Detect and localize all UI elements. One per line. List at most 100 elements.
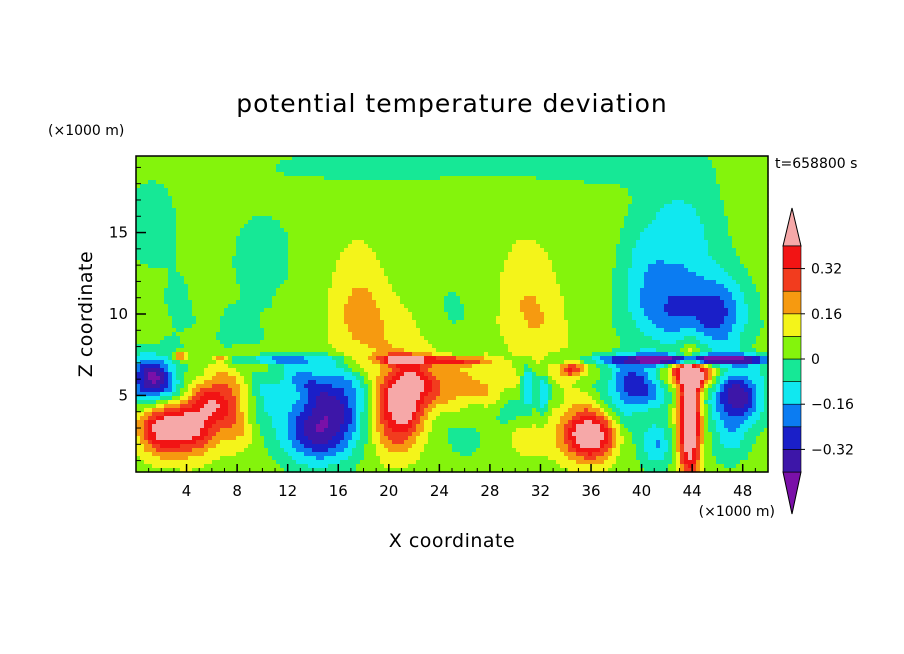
contour-cell (276, 260, 281, 265)
contour-cell (708, 232, 713, 237)
contour-cell (764, 168, 769, 173)
contour-cell (356, 272, 361, 277)
contour-cell (256, 264, 261, 269)
contour-cell (524, 236, 529, 241)
contour-cell (448, 252, 453, 257)
contour-cell (564, 196, 569, 201)
contour-cell (432, 204, 437, 209)
contour-cell (220, 208, 225, 213)
contour-cell (716, 156, 721, 161)
contour-cell (312, 236, 317, 241)
contour-cell (588, 164, 593, 169)
contour-cell (500, 196, 505, 201)
contour-cell (240, 248, 245, 253)
contour-cell (644, 252, 649, 257)
contour-cell (224, 276, 229, 281)
contour-cell (444, 276, 449, 281)
contour-cell (744, 160, 749, 165)
contour-cell (564, 176, 569, 181)
contour-cell (228, 260, 233, 265)
contour-cell (660, 184, 665, 189)
contour-cell (544, 212, 549, 217)
contour-cell (260, 196, 265, 201)
contour-cell (424, 160, 429, 165)
contour-cell (448, 156, 453, 161)
contour-cell (636, 248, 641, 253)
contour-cell (748, 224, 753, 229)
contour-cell (352, 264, 357, 269)
contour-cell (716, 184, 721, 189)
contour-cell (324, 244, 329, 249)
contour-cell (332, 220, 337, 225)
contour-cell (252, 216, 257, 221)
contour-cell (140, 240, 145, 245)
contour-cell (352, 236, 357, 241)
contour-cell (356, 280, 361, 285)
contour-cell (572, 164, 577, 169)
contour-cell (204, 180, 209, 185)
contour-cell (144, 156, 149, 161)
contour-cell (156, 276, 161, 281)
contour-cell (320, 260, 325, 265)
contour-cell (656, 256, 661, 261)
contour-cell (336, 164, 341, 169)
contour-cell (432, 168, 437, 173)
contour-cell (760, 264, 765, 269)
contour-cell (532, 276, 537, 281)
contour-cell (532, 252, 537, 257)
contour-cell (220, 156, 225, 161)
contour-cell (436, 224, 441, 229)
contour-cell (404, 204, 409, 209)
contour-cell (464, 248, 469, 253)
contour-cell (356, 252, 361, 257)
contour-cell (668, 220, 673, 225)
contour-cell (560, 276, 565, 281)
contour-cell (136, 236, 141, 241)
contour-cell (356, 156, 361, 161)
contour-cell (608, 220, 613, 225)
contour-cell (404, 180, 409, 185)
contour-cell (468, 248, 473, 253)
contour-cell (288, 252, 293, 257)
contour-cell (692, 248, 697, 253)
contour-cell (292, 232, 297, 237)
contour-cell (536, 188, 541, 193)
contour-cell (328, 256, 333, 261)
contour-cell (268, 180, 273, 185)
contour-cell (220, 200, 225, 205)
contour-cell (284, 236, 289, 241)
contour-cell (352, 220, 357, 225)
contour-cell (484, 240, 489, 245)
contour-cell (332, 176, 337, 181)
contour-cell (232, 200, 237, 205)
contour-cell (648, 228, 653, 233)
contour-cell (184, 260, 189, 265)
contour-cell (504, 200, 509, 205)
contour-cell (528, 204, 533, 209)
contour-cell (268, 200, 273, 205)
contour-cell (472, 268, 477, 273)
contour-cell (568, 200, 573, 205)
contour-cell (264, 192, 269, 197)
contour-cell (712, 212, 717, 217)
contour-cell (184, 252, 189, 257)
contour-cell (560, 268, 565, 273)
contour-cell (732, 240, 737, 245)
contour-cell (508, 244, 513, 249)
contour-cell (160, 188, 165, 193)
contour-cell (340, 264, 345, 269)
contour-cell (332, 276, 337, 281)
contour-cell (672, 220, 677, 225)
contour-cell (708, 260, 713, 265)
contour-cell (392, 188, 397, 193)
contour-cell (692, 264, 697, 269)
contour-cell (624, 252, 629, 257)
contour-cell (224, 252, 229, 257)
contour-cell (728, 192, 733, 197)
contour-cell (340, 244, 345, 249)
contour-cell (136, 244, 141, 249)
contour-cell (164, 156, 169, 161)
contour-cell (224, 168, 229, 173)
contour-cell (332, 200, 337, 205)
contour-cell (440, 256, 445, 261)
